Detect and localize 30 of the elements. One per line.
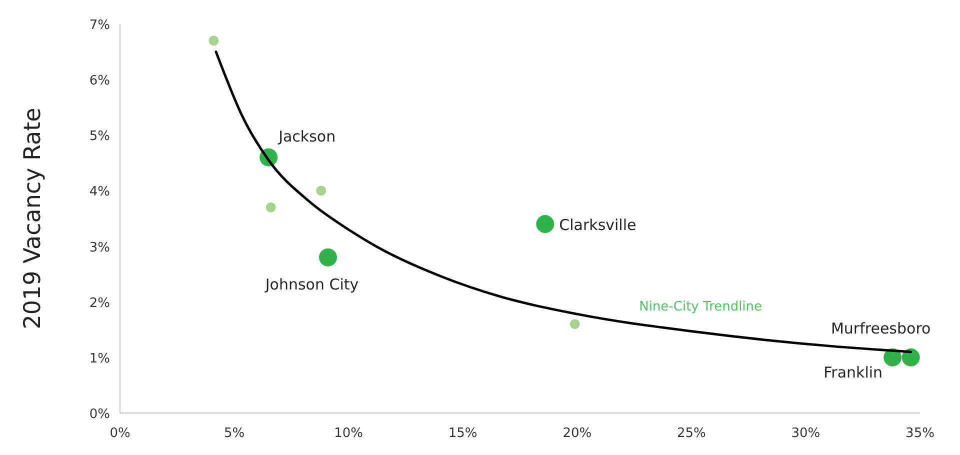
point [536,215,554,234]
x-tick-label: 5% [224,426,245,441]
annotation: Clarksville [559,216,636,234]
x-tick-label: 10% [334,426,364,441]
point [266,202,276,212]
y-tick-label: 5% [89,129,110,144]
series-label: Nine-City Trendline [639,299,762,314]
point [316,186,326,196]
y-tick-label: 7% [89,18,110,33]
annotation: Murfreesboro [830,319,931,338]
x-tick-label: 25% [676,426,706,441]
y-tick-label: 6% [89,74,110,89]
annotation: Johnson City [264,275,359,294]
point [319,248,337,266]
y-tick-label: 1% [89,351,110,366]
point [570,319,580,330]
x-tick-label: 0% [110,426,130,441]
annotation: Franklin [824,363,883,382]
point [208,36,219,46]
point [902,348,920,366]
y-tick-label: 2% [89,296,110,311]
y-tick-label: 0% [89,407,110,422]
x-tick-label: 15% [448,426,478,441]
x-tick-label: 30% [791,426,820,441]
x-tick-label: 20% [562,426,592,441]
annotation: Jackson [278,127,336,146]
x-tick-label: 35% [906,426,934,441]
y-tick-label: 3% [89,240,110,256]
y-tick-label: 4% [89,184,110,200]
y-axis-title: 2019 Vacancy Rate [20,108,46,330]
